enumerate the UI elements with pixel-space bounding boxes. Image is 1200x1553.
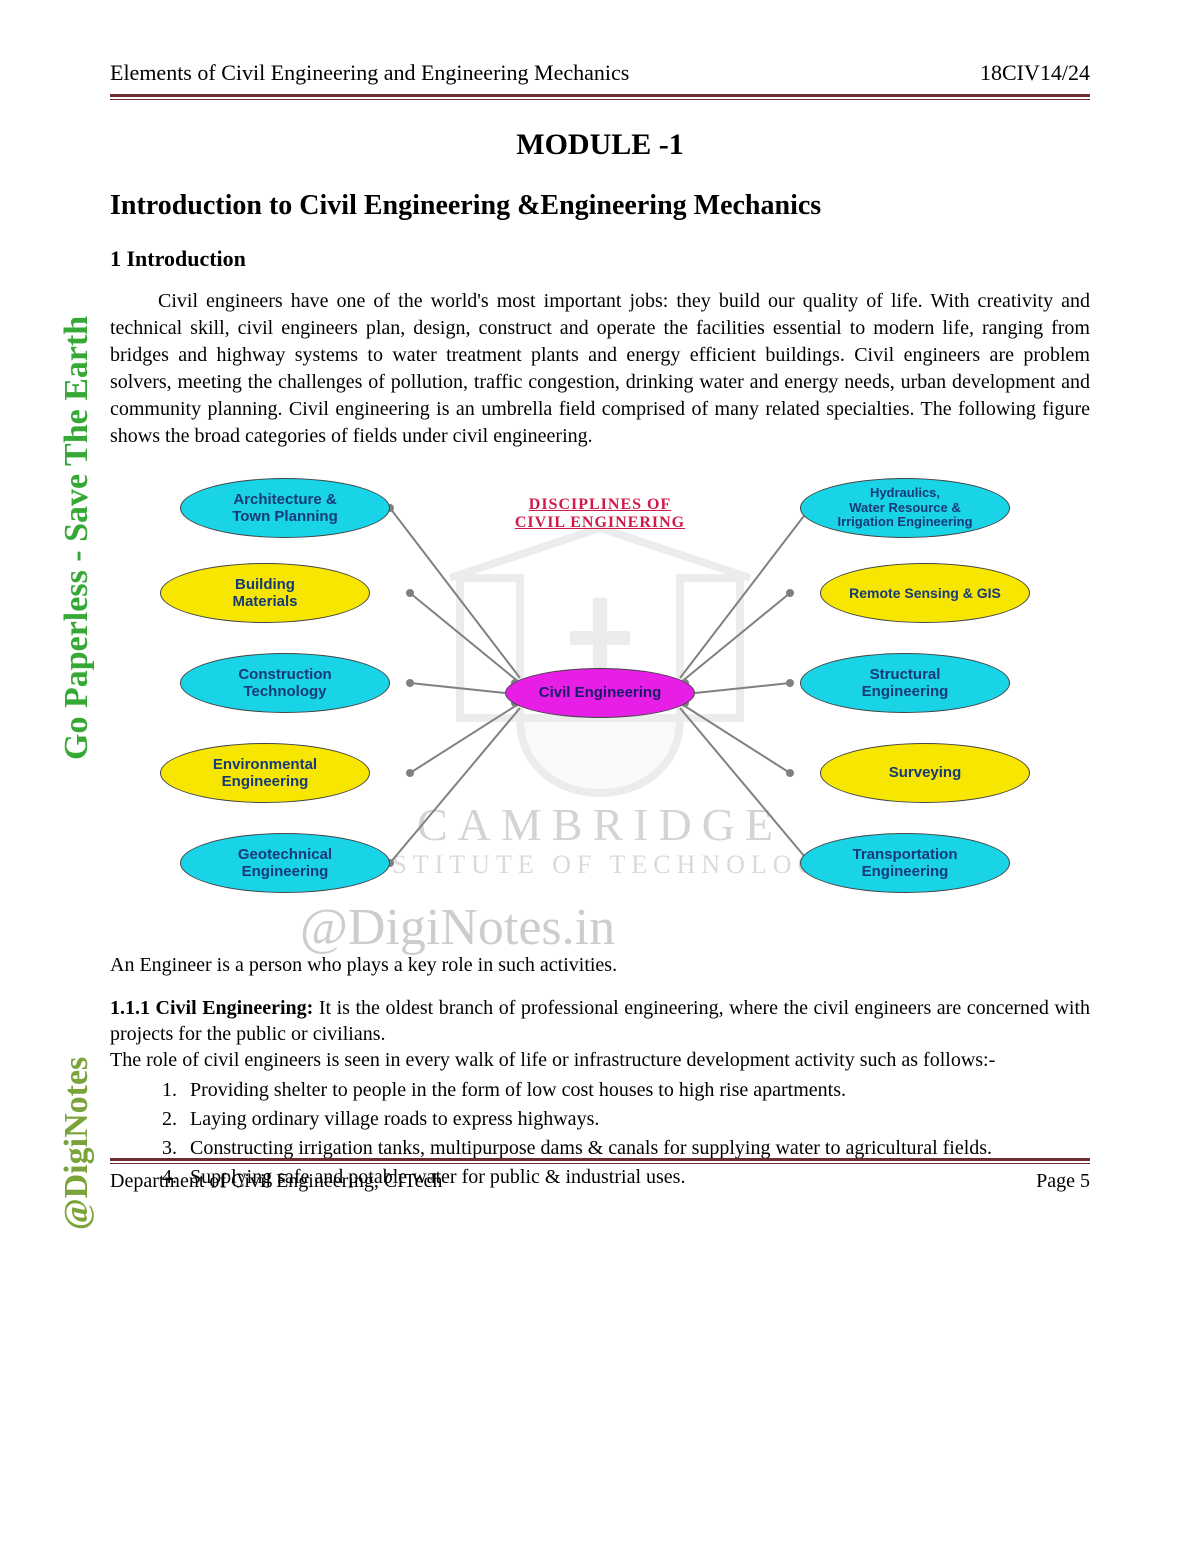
list-item: Laying ordinary village roads to express… — [182, 1106, 1090, 1133]
bubble-right-2: StructuralEngineering — [800, 653, 1010, 713]
bubble-left-2: ConstructionTechnology — [180, 653, 390, 713]
bubble-left-1-label: BuildingMaterials — [232, 576, 297, 611]
subsection-1-1-1: 1.1.1 Civil Engineering: It is the oldes… — [110, 995, 1090, 1073]
bubble-right-0: Hydraulics,Water Resource &Irrigation En… — [800, 478, 1010, 538]
side-label-diginotes: @DigiNotes — [58, 1057, 96, 1230]
bubble-center-label: Civil Engineering — [539, 684, 662, 701]
page-subtitle: Introduction to Civil Engineering &Engin… — [110, 190, 1090, 222]
header-left: Elements of Civil Engineering and Engine… — [110, 60, 629, 86]
header-rule-thin — [110, 99, 1090, 100]
section-heading: 1 Introduction — [110, 246, 1090, 272]
bubble-left-2-label: ConstructionTechnology — [238, 666, 331, 701]
bubble-left-4: GeotechnicalEngineering — [180, 833, 390, 893]
watermark-diginotes: @DigiNotes.in — [300, 898, 615, 957]
bubble-right-0-label: Hydraulics,Water Resource &Irrigation En… — [837, 486, 972, 531]
bubble-left-3: EnvironmentalEngineering — [160, 743, 370, 803]
bubble-left-4-label: GeotechnicalEngineering — [238, 846, 332, 881]
page-header: Elements of Civil Engineering and Engine… — [110, 60, 1090, 94]
diagram-title-line1: DISCIPLINES OF — [529, 496, 671, 513]
bubble-right-4: TransportationEngineering — [800, 833, 1010, 893]
header-rule-thick — [110, 94, 1090, 97]
disciplines-diagram: CAMBRIDGE INSTITUTE OF TECHNOLOGY @DigiN… — [160, 468, 1040, 948]
header-right: 18CIV14/24 — [980, 60, 1090, 86]
list-item: Providing shelter to people in the form … — [182, 1077, 1090, 1104]
bubble-right-2-label: StructuralEngineering — [862, 666, 949, 701]
module-title: MODULE -1 — [110, 128, 1090, 162]
bubble-right-1-label: Remote Sensing & GIS — [849, 585, 1001, 601]
bubble-right-1: Remote Sensing & GIS — [820, 563, 1030, 623]
diagram-title-line2: CIVIL ENGINERING — [515, 514, 685, 531]
footer-rule-thick — [110, 1158, 1090, 1161]
footer-left: Department of Civil Engineering, CITech — [110, 1170, 442, 1193]
bubble-left-1: BuildingMaterials — [160, 563, 370, 623]
bubble-right-3-label: Surveying — [889, 764, 962, 781]
bubble-left-0: Architecture &Town Planning — [180, 478, 390, 538]
bubble-right-3: Surveying — [820, 743, 1030, 803]
bubble-left-3-label: EnvironmentalEngineering — [213, 756, 317, 791]
intro-paragraph: Civil engineers have one of the world's … — [110, 288, 1090, 450]
document-page: Elements of Civil Engineering and Engine… — [0, 0, 1200, 1253]
diagram-title: DISCIPLINES OF CIVIL ENGINERING — [515, 496, 685, 532]
after-diagram-text: An Engineer is a person who plays a key … — [110, 954, 1090, 977]
subsection-lead: 1.1.1 Civil Engineering: — [110, 997, 313, 1019]
bubble-left-0-label: Architecture &Town Planning — [232, 491, 338, 526]
bubble-right-4-label: TransportationEngineering — [852, 846, 957, 881]
footer-right: Page 5 — [1036, 1170, 1090, 1193]
side-label-paperless: Go Paperless - Save The Earth — [58, 316, 96, 760]
bubble-center: Civil Engineering — [505, 668, 695, 718]
subsection-text2: The role of civil engineers is seen in e… — [110, 1049, 995, 1071]
page-footer: Department of Civil Engineering, CITech … — [110, 1158, 1090, 1193]
